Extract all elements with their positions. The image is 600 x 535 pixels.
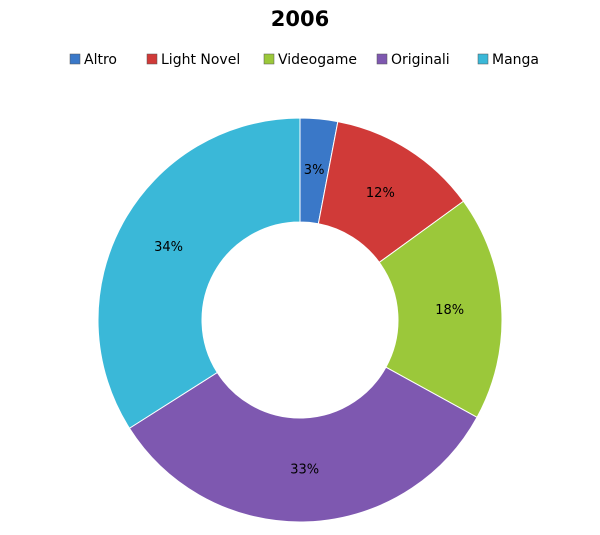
legend-label: Light Novel bbox=[161, 52, 240, 68]
chart-title: 2006 bbox=[271, 7, 329, 31]
legend-swatch bbox=[376, 53, 388, 65]
data-label: 18% bbox=[435, 303, 464, 318]
data-label: 34% bbox=[154, 240, 183, 255]
data-label: 3% bbox=[304, 163, 325, 178]
legend-label: Originali bbox=[391, 52, 450, 68]
legend-swatch bbox=[69, 53, 81, 65]
donut-slice bbox=[378, 200, 503, 418]
donut-slice bbox=[128, 366, 478, 523]
legend-swatch bbox=[477, 53, 489, 65]
legend-label: Altro bbox=[84, 52, 117, 68]
legend-swatch bbox=[263, 53, 275, 65]
legend-label: Videogame bbox=[278, 52, 357, 68]
data-label: 33% bbox=[290, 462, 319, 477]
donut-slice bbox=[97, 117, 301, 429]
legend-label: Manga bbox=[492, 52, 539, 68]
legend-swatch bbox=[146, 53, 158, 65]
data-label: 12% bbox=[366, 186, 395, 201]
